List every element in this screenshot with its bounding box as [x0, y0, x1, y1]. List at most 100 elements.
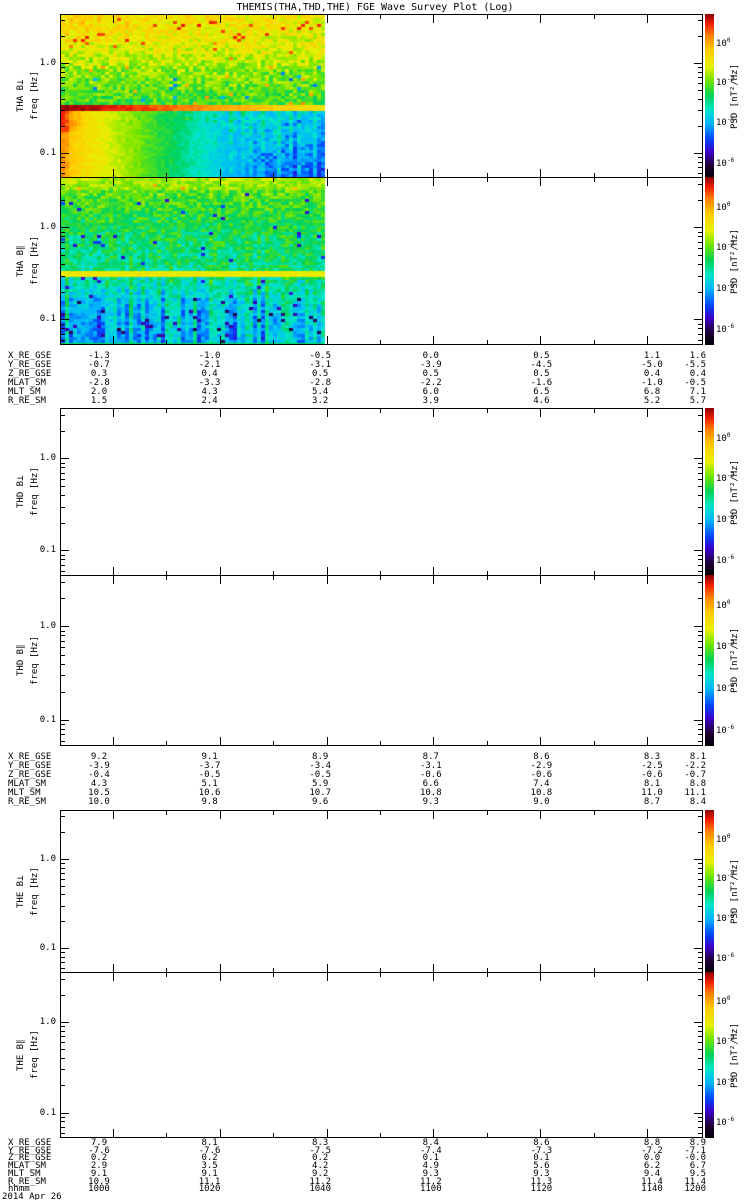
ephemeris-value: 9.1 [90, 1168, 108, 1179]
y-tick [61, 1026, 65, 1027]
ephemeris-value: -1.0 [198, 351, 221, 361]
y-tick [61, 248, 65, 249]
ephemeris-value: -5.0 [641, 360, 663, 370]
freq-tick-label: 1.0 [39, 621, 56, 632]
y-tick [61, 242, 65, 243]
time-tick-label: 1120 [530, 1184, 553, 1195]
y-tick [61, 859, 69, 860]
y-tick [698, 255, 702, 256]
y-tick [698, 324, 702, 325]
y-tick [698, 741, 702, 742]
ephemeris-value: 8.7 [643, 797, 661, 807]
ephemeris-value: -0.6 [530, 770, 553, 780]
ephemeris-value: 11.2 [419, 1176, 442, 1187]
y-tick [698, 979, 702, 980]
y-tick [698, 724, 702, 725]
x-tick [433, 737, 434, 745]
y-tick [61, 227, 69, 228]
y-tick [698, 1127, 702, 1128]
x-tick [166, 973, 167, 977]
y-tick [61, 582, 65, 583]
ephemeris-value: 6.2 [643, 1161, 661, 1172]
y-tick [698, 67, 702, 68]
ephemeris-value: 10.6 [198, 788, 221, 798]
ephemeris-value: 10.9 [88, 1176, 110, 1187]
ephemeris-value: 9.3 [422, 797, 439, 807]
x-tick [380, 571, 381, 575]
x-tick [327, 178, 328, 186]
psd-colorbar [705, 408, 714, 576]
time-axis-label: hhmm [8, 1184, 30, 1195]
y-tick [694, 720, 702, 721]
ephemeris-value: 11.4 [641, 1176, 663, 1187]
y-tick [61, 598, 65, 599]
ephemeris-row-label: Z_RE_GSE [8, 1153, 52, 1164]
y-tick [698, 507, 702, 508]
ephemeris-value: -0.5 [198, 770, 221, 780]
x-tick [327, 567, 328, 575]
psd-axis-label: PSD [nT²/Hz] [730, 459, 740, 525]
ephemeris-value: -2.8 [88, 378, 110, 388]
y-tick [61, 863, 65, 864]
ephemeris-value: -5.5 [684, 360, 706, 370]
colorbar-tick-label: 10-6 [716, 1116, 735, 1129]
ephemeris-value: 5.2 [643, 396, 661, 406]
y-tick [698, 276, 702, 277]
x-tick [647, 973, 648, 981]
freq-tick-label: 0.1 [39, 1107, 56, 1118]
x-tick [433, 169, 434, 177]
colorbar-tick-label: 10-4 [716, 116, 735, 129]
x-tick [273, 973, 274, 977]
ephemeris-value: 6.8 [643, 387, 661, 397]
ephemeris-value: 7.4 [533, 779, 550, 789]
y-tick [61, 741, 65, 742]
x-tick [220, 973, 221, 981]
x-tick [594, 178, 595, 182]
y-tick [698, 232, 702, 233]
y-tick [61, 255, 65, 256]
ephemeris-value: -0.4 [88, 770, 110, 780]
y-tick [698, 816, 702, 817]
y-tick [698, 1031, 702, 1032]
y-tick [694, 859, 702, 860]
y-tick [61, 63, 69, 64]
colorbar-tick-label: 100 [716, 832, 731, 845]
x-tick [327, 1129, 328, 1137]
ephemeris-value: 5.7 [689, 396, 706, 406]
y-tick [61, 734, 65, 735]
y-tick [698, 565, 702, 566]
y-tick [698, 1042, 702, 1043]
freq-axis-label: freq [Hz] [30, 467, 40, 517]
x-tick [166, 409, 167, 413]
ephemeris-value: 10.8 [419, 788, 442, 798]
y-tick [61, 729, 65, 730]
ephemeris-value: 4.2 [312, 1161, 329, 1172]
x-tick [647, 737, 648, 745]
spacecraft-component-label: THD B∥ [16, 644, 26, 677]
y-tick [61, 1049, 65, 1050]
y-tick [61, 647, 65, 648]
colorbar-tick-label: 10-6 [716, 323, 735, 336]
ephemeris-value: -0.7 [88, 360, 110, 370]
y-tick [61, 90, 65, 91]
x-tick [380, 1133, 381, 1137]
ephemeris-value: 0.0 [643, 1153, 661, 1164]
ephemeris-value: -0.6 [641, 770, 663, 780]
ephemeris-value: 8.8 [643, 1138, 661, 1148]
x-tick [273, 178, 274, 182]
ephemeris-value: 9.2 [90, 752, 108, 762]
y-tick [698, 486, 702, 487]
y-tick [61, 559, 65, 560]
x-tick [166, 968, 167, 972]
x-tick [166, 340, 167, 344]
y-tick [694, 1113, 702, 1114]
y-tick [698, 995, 702, 996]
y-tick [694, 227, 702, 228]
y-tick [61, 83, 65, 84]
y-tick [698, 582, 702, 583]
y-tick [698, 655, 702, 656]
x-tick [113, 576, 114, 584]
y-tick [61, 571, 65, 572]
time-tick-label: 1100 [419, 1184, 442, 1195]
x-tick [647, 964, 648, 972]
